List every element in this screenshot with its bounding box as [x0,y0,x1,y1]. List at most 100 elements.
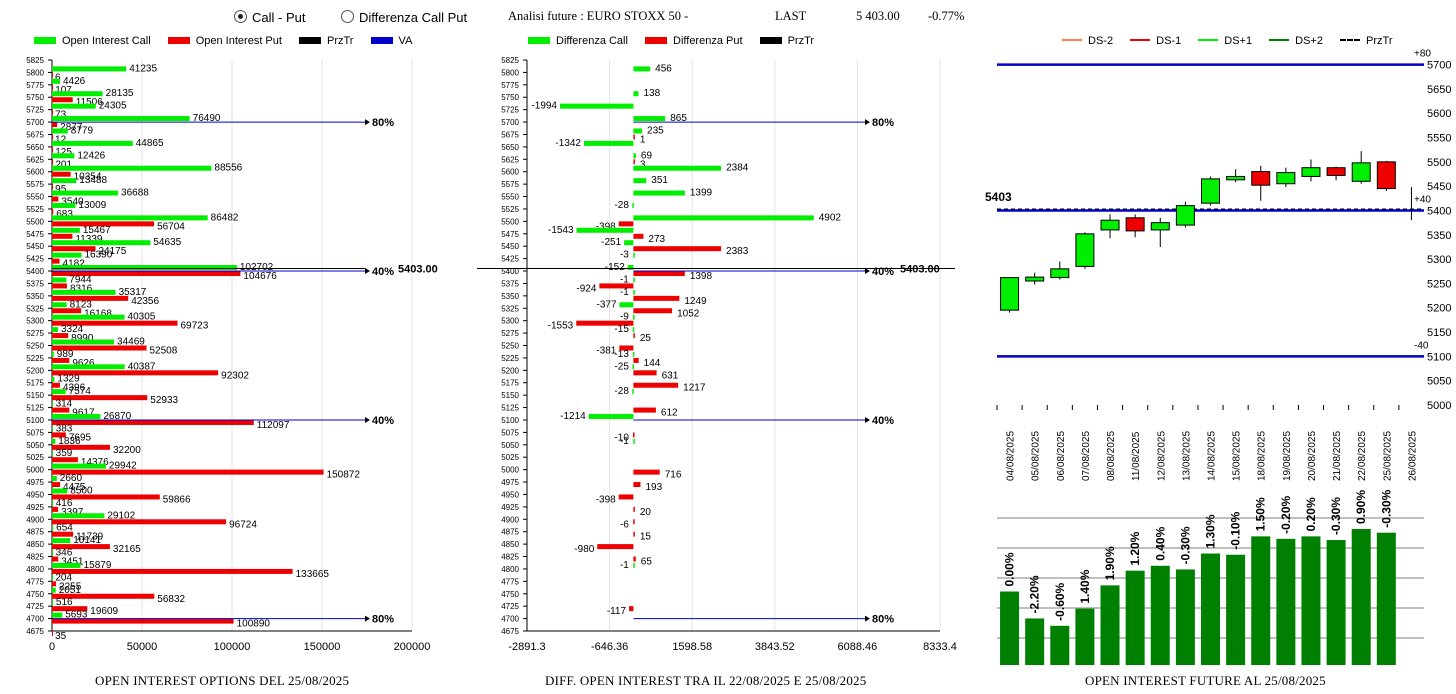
diff-pct-label: 40% [872,266,894,278]
diff-call-bar [632,364,634,370]
diff-call-bar [624,240,634,246]
call-bar [52,265,237,271]
call-value-label: 989 [57,349,74,360]
strike-label: 4950 [501,490,519,499]
call-value-label: 3324 [61,324,84,335]
radio-off-icon[interactable] [341,10,354,23]
radio-call-put[interactable]: Call - Put [234,10,305,25]
put-bar [52,482,61,488]
oi-bar-label: -0.30% [1379,489,1393,527]
oi-bar [1226,554,1246,665]
oi-bar [1150,565,1170,665]
candle-up [1301,167,1321,177]
strike-label: 4800 [501,565,519,574]
oi-bar [1175,569,1195,665]
call-bar [52,426,53,432]
last-value: 5 403.00 [856,9,900,23]
candle-up [1050,268,1070,279]
strike-label: 5650 [501,143,519,152]
put-value-label: 24175 [99,246,127,257]
strike-label: 5650 [26,143,44,152]
call-bar [52,463,106,469]
put-bar [52,568,293,574]
radio-differenza[interactable]: Differenza Call Put [341,10,467,25]
call-value-label: 86482 [211,212,239,223]
call-bar [52,500,53,506]
diff-arrow [865,416,870,423]
call-bar [52,401,53,407]
candle-up [1075,233,1095,267]
diff-put-bar [633,233,644,239]
put-value-label: 96724 [229,519,257,530]
strike-label: 4800 [26,565,44,574]
call-bar [52,140,133,146]
strike-label: 5375 [501,279,519,288]
diff-call-bar [632,351,635,357]
radio-on-icon[interactable] [234,10,247,23]
diff-call-value-label: -13 [614,349,629,360]
oi-bar-label: -2.20% [1028,575,1042,613]
legend-item: Open Interest Call [34,35,151,47]
put-bar [52,72,53,78]
legend-label: VA [398,35,413,47]
call-value-label: 40387 [128,361,156,372]
diff-call-bar [633,66,651,72]
call-bar [52,202,76,208]
strike-label: 5800 [501,68,519,77]
diff-arrow [865,119,870,126]
strike-label: 5400 [26,267,44,276]
diff-put-value-label: -924 [576,283,596,294]
put-bar [52,271,241,277]
put-value-label: 8990 [71,333,94,344]
strike-label: 4750 [26,590,44,599]
x-tick-label: 6088.46 [838,641,878,653]
diff-call-bar [588,413,634,419]
legend-swatch [528,37,550,44]
price-tick-label: 5450 [1427,181,1451,193]
call-bar [52,178,77,184]
put-value-label: 125 [55,147,72,158]
change-value: -0.77% [928,9,965,23]
strike-label: 5500 [501,217,519,226]
strike-label: 4925 [26,503,44,512]
diff-call-value-label: 69 [641,150,653,161]
candle-up [1276,172,1296,185]
call-bar [52,78,60,84]
put-bar [52,258,60,264]
diff-put-bar [576,320,634,326]
price-tick-label: 5550 [1427,133,1451,145]
date-label: 15/08/2025 [1232,431,1243,481]
strike-label: 5775 [501,81,519,90]
diff-put-value-label: 1 [640,134,646,145]
call-bar [52,327,58,333]
strike-label: 5725 [501,106,519,115]
call-value-label: 416 [56,498,73,509]
strike-label: 5075 [501,428,519,437]
x-tick-label: 50000 [127,641,158,653]
radio-differenza-label: Differenza Call Put [359,10,468,25]
call-bar [52,302,67,308]
strike-label: 4700 [26,615,44,624]
candle-up [1201,178,1220,204]
x-tick-label: -646.36 [591,641,628,653]
price-tick-label: 5650 [1427,84,1451,96]
diff-call-bar [633,165,722,171]
legend-label: DS+1 [1224,35,1253,47]
strike-label: 4975 [26,478,44,487]
call-value-label: 26870 [103,411,131,422]
call-bar [52,525,54,531]
diff-call-bar [633,215,814,221]
put-bar [52,134,53,140]
strike-label: 5325 [26,304,44,313]
strike-label: 5100 [26,416,44,425]
strike-label: 4925 [501,503,519,512]
strike-label: 5150 [501,391,519,400]
strike-label: 5350 [26,292,44,301]
diff-put-value-label: 1249 [684,296,707,307]
date-label: 04/08/2025 [1006,431,1017,481]
call-bar [52,451,53,457]
put-value-label: 56832 [157,594,185,605]
date-label: 19/08/2025 [1282,431,1293,481]
call-value-label: 346 [56,548,73,559]
